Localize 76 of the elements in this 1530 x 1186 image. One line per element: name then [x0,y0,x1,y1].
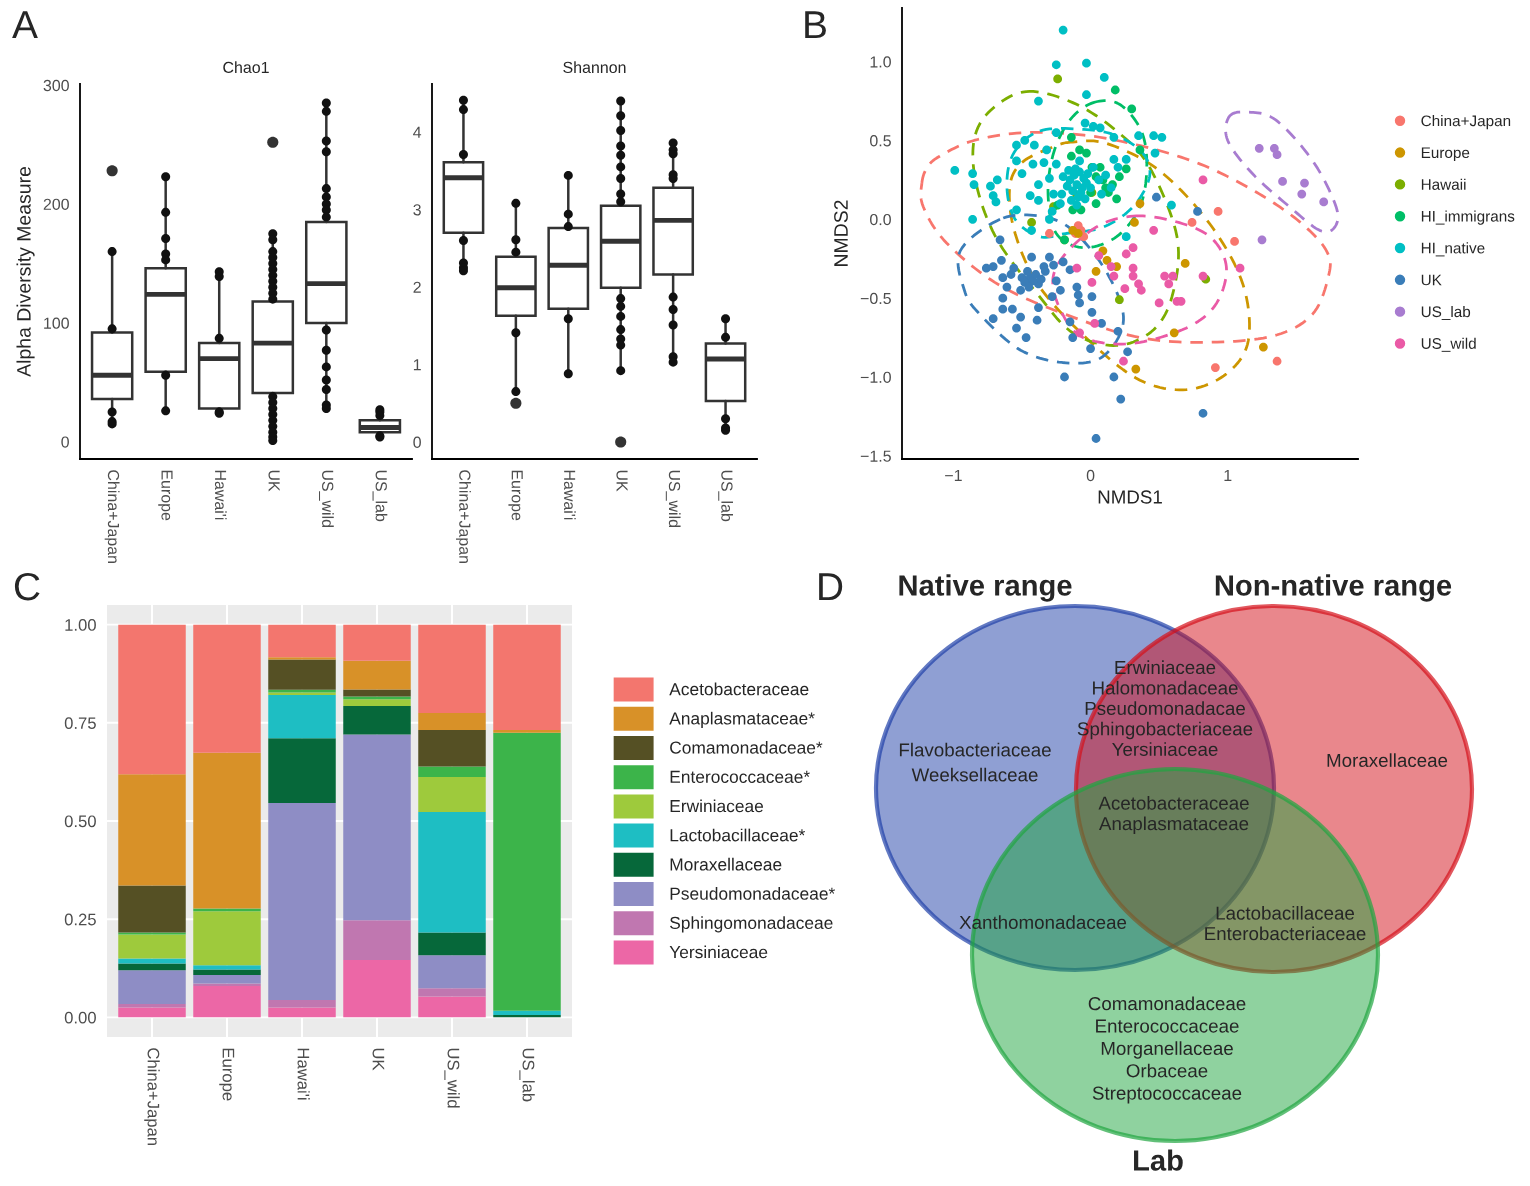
legend-label: Europe [1421,147,1470,162]
legend-label: HI_immigrans [1421,210,1515,225]
text: A [12,11,38,39]
x-tick-label: US_wild [444,1048,460,1108]
x-tick-label: China+Japan [144,1048,160,1146]
y-tick-label: 1.00 [65,619,96,631]
legend-label: Anaplasmataceae* [669,711,815,728]
x-tick-label: Hawai'i [564,470,576,520]
x-tick-label: UK [372,1048,385,1071]
y-tick-label: 2 [413,281,421,293]
y-tick-label: 3 [413,204,421,216]
x-tick-label: Hawai'i [214,470,227,520]
legend-label: Comamonadaceae* [670,741,823,754]
legend-label: HI_native [1421,242,1485,257]
legend-label: US_lab [1421,305,1471,321]
x-tick-label: China+Japan [456,470,471,563]
x-tick-label: Europe [219,1048,235,1101]
y-tick-label: −1.5 [860,450,891,462]
x-tick-label: Hawai'i [297,1048,310,1100]
x-tick-label: 1 [1224,470,1232,481]
x-tick-label: 0 [1086,469,1095,482]
legend-label: Hawaii [1421,178,1466,190]
category-label: Non-native range [1215,574,1452,602]
text: Lactobacillaceae Enterobacteriaceae [1205,906,1366,941]
x-tick-label: Europe [158,470,173,521]
y-tick-label: 200 [43,198,69,210]
legend-label: Erwiniaceae [670,799,764,813]
legend-label: US_wild [1421,337,1476,352]
y-tick-label: −0.5 [860,292,891,305]
text: Acetobacteraceae Anaplasmataceae [1098,796,1249,834]
y-tick-label: 0.25 [64,913,96,926]
legend-label: Lactobacillaceae* [670,828,806,842]
x-tick-label: US_wild [319,470,334,527]
y-tick-label: 0.00 [64,1011,96,1024]
legend-label: UK [1421,274,1442,286]
y-tick-label: 0.5 [870,135,891,147]
y-tick-label: 0.50 [64,815,96,828]
legend-label: Sphingomonadaceae [670,916,833,933]
text: Moraxellaceae [1327,753,1448,768]
legend-label: Enterococcaceae* [670,770,810,783]
x-tick-label: US_lab [718,470,733,522]
x-tick-label: China+Japan [104,470,120,563]
category-label: Lab [1134,1149,1183,1171]
x-tick-label: UK [268,470,280,492]
text: Flavobacteriaceae Weeksellaceae [899,742,1051,782]
y-tick-label: −1.0 [860,371,891,383]
x-axis-title: NMDS1 [1098,490,1162,504]
chart-title: Chao1 [223,61,269,74]
y-tick-label: 1 [413,359,421,371]
x-tick-label: US_wild [665,470,681,527]
y-tick-label: 300 [43,79,69,92]
y-tick-label: 0.0 [870,213,891,226]
x-tick-label: US_lab [372,470,388,522]
y-tick-label: 1.0 [870,56,891,68]
y-axis-title: Alpha Diversity Measure [16,167,35,377]
x-tick-label: −1 [945,470,962,481]
y-axis-title: NMDS2 [834,200,848,266]
legend-label: Acetobacteraceae [669,682,809,696]
y-tick-label: 4 [413,126,422,138]
y-tick-label: 0 [413,436,421,448]
x-tick-label: Europe [508,470,523,521]
text: D [819,573,843,601]
x-tick-label: UK [616,470,628,492]
y-tick-label: 0 [61,436,69,448]
chart-title: Shannon [563,61,626,74]
legend-label: China+Japan [1421,115,1511,130]
category-label: Native range [899,574,1072,602]
text: C [14,572,40,601]
x-tick-label: US_lab [519,1048,535,1102]
legend-label: Moraxellaceae [670,857,782,871]
y-tick-label: 0.75 [64,717,96,730]
legend-label: Yersiniaceae [669,945,768,959]
text: B [805,11,826,39]
legend-label: Pseudomonadaceae* [670,887,835,900]
text: Comamonadaceae Enterococcaceae Morganellaceae Orbaceae Streptococcaceae [1088,996,1246,1104]
y-tick-label: 100 [44,317,69,329]
